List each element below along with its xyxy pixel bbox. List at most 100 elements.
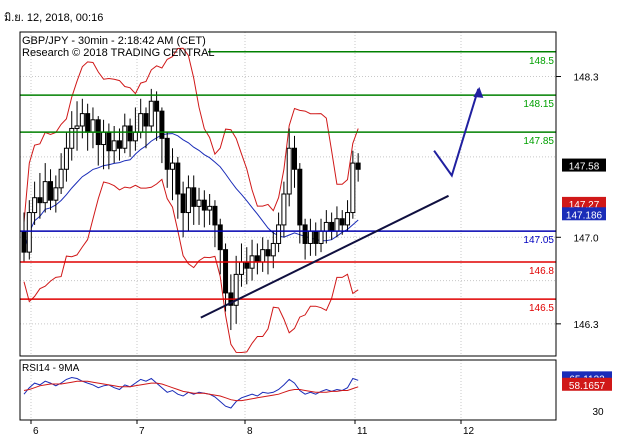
candles [21,88,361,331]
candle-body [302,224,308,244]
candle-body [254,255,260,263]
candle-body [106,131,112,152]
level-label: 147.85 [523,136,554,147]
candle-body [270,242,276,257]
annotations [200,86,484,319]
grid [20,32,556,420]
y-tick-label: 147.0 [573,233,598,244]
candle-body [58,168,64,189]
forecast-arrow [433,88,480,178]
moving-average [23,133,359,253]
frame [19,31,557,421]
candle-body [201,199,207,211]
rsi-tag-label: 58.1657 [569,381,606,392]
tick-labels: 148.3 147.0 146.3 6 7 8 11 12 [30,73,599,437]
levels: 148.5 148.15 147.85 147.05 146.8 146.5 [20,51,556,314]
candle-body [233,273,239,306]
y-tick-label: 148.3 [573,73,598,84]
candle-body [339,218,345,226]
candle-body [196,199,202,207]
candle-body [307,230,313,244]
candle-body [63,147,69,170]
date-label: มิ.ย. 12, 2018, 00:16 [4,12,104,24]
rsi-panel: 3065.113258.1657 [23,371,612,418]
candle-body [79,113,85,127]
plot-frame [19,31,557,357]
level-label: 148.5 [529,56,554,67]
candle-body [313,230,319,244]
candle-body [297,168,303,226]
candle-body [74,125,80,129]
candle-body [111,140,117,152]
candle-body [85,113,91,133]
x-tick-label: 7 [139,426,145,437]
candle-body [265,249,271,257]
x-tick-label: 6 [33,426,39,437]
candle-body [334,218,340,232]
level-label: 146.5 [529,303,554,314]
trendline [200,194,449,319]
top-banner: มิ.ย. 12, 2018, 00:16 [0,0,626,28]
candle-body [355,162,361,170]
candle-body [345,212,351,226]
candle-body [260,249,266,263]
candle-body [116,140,122,149]
price-tag-label: 147.58 [569,162,600,173]
candle-body [164,137,170,170]
rsi-label: RSI14 - 9MA [22,363,80,374]
candle-body [329,221,335,232]
candle-body [37,197,43,204]
candle-body [175,162,181,195]
candle-body [122,125,128,149]
candle-body [318,230,324,244]
price-tag-label: 147.186 [566,210,603,221]
candle-body [286,147,292,195]
bollinger-lower [23,178,359,354]
candle-body [180,193,186,214]
candle-body [42,181,48,204]
chart-subtitle: Research © 2018 TRADING CENTRAL [22,47,215,59]
candle-body [212,205,218,226]
candle-body [90,119,96,133]
candle-body [101,131,107,146]
candle-body [281,193,287,226]
price-tag-box [562,158,606,172]
rsi-tag-box [562,377,612,391]
candle-body [185,187,191,214]
titles: GBP/JPY - 30min - 2:18:42 AM (CET) Resea… [22,35,215,374]
candle-body [244,261,250,269]
candle-body [207,205,213,211]
candle-body [276,224,282,244]
candle-body [170,162,176,170]
x-tick-label: 11 [357,426,368,437]
candle-body [217,224,223,251]
level-label: 148.15 [523,99,554,110]
price-tag-box [562,207,606,221]
bollinger-bands [23,47,359,354]
candle-body [292,147,298,170]
candle-body [238,261,244,275]
candle-body [191,187,197,207]
candle-body [159,110,165,139]
rsi-tick-label: 30 [592,407,604,418]
candle-body [69,127,75,149]
candle-body [21,230,27,253]
candle-body [53,187,59,201]
y-tick-label: 146.3 [573,320,598,331]
candle-body [323,221,329,232]
candle-body [48,181,54,201]
candle-body [32,197,38,214]
candle-body [350,162,356,214]
candle-body [143,113,149,127]
candle-body [138,113,144,133]
price-tag-box [562,196,606,210]
chart-title: GBP/JPY - 30min - 2:18:42 AM (CET) [22,35,206,47]
x-tick-label: 8 [247,426,253,437]
rsi-frame [19,359,557,421]
price-tag-label: 147.27 [569,200,600,211]
candle-body [127,125,133,142]
candle-body [148,100,154,127]
level-label: 146.8 [529,266,554,277]
